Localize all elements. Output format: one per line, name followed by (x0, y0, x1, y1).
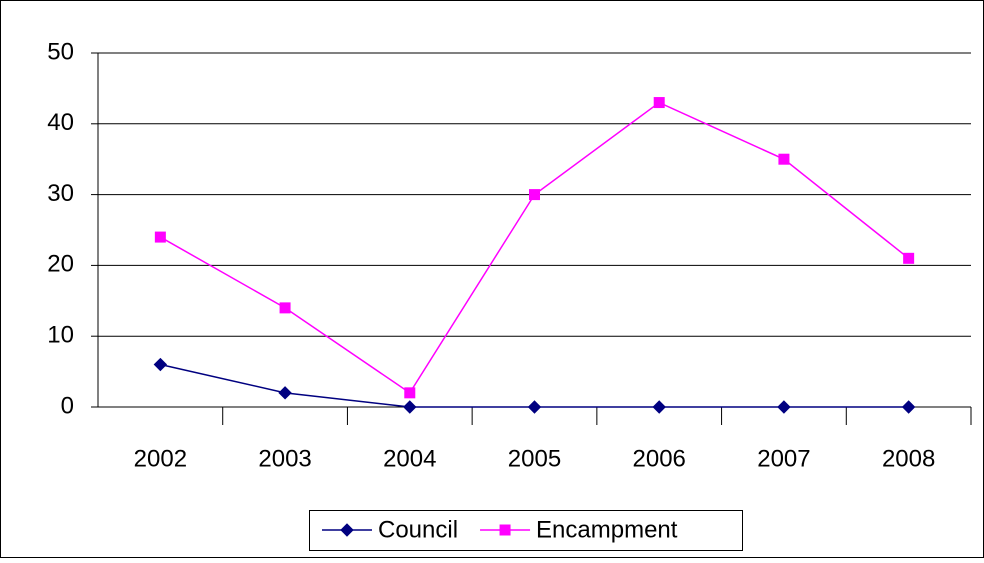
x-tick-label: 2006 (633, 445, 686, 472)
x-tick-label: 2007 (757, 445, 810, 472)
marker (777, 400, 791, 414)
y-tick-label: 40 (47, 109, 74, 136)
marker (778, 153, 790, 165)
marker (653, 97, 665, 109)
legend-label: Council (378, 516, 458, 543)
x-tick-label: 2004 (383, 445, 436, 472)
marker (278, 386, 292, 400)
x-tick-label: 2008 (882, 445, 935, 472)
marker (279, 302, 291, 314)
marker (527, 400, 542, 414)
marker (903, 252, 915, 264)
legend: Council Encampment (309, 510, 743, 551)
marker (403, 400, 417, 414)
y-tick-label: 10 (47, 322, 74, 349)
y-tick-label: 50 (47, 38, 74, 65)
x-tick-label: 2002 (134, 445, 187, 472)
marker (404, 387, 416, 399)
marker (529, 189, 540, 201)
legend-label: Encampment (536, 516, 678, 543)
marker (901, 400, 916, 414)
marker (652, 400, 666, 414)
marker (153, 357, 168, 372)
y-tick-label: 0 (61, 392, 74, 419)
marker (154, 231, 166, 243)
y-tick-label: 30 (47, 180, 74, 207)
y-tick-label: 20 (47, 251, 74, 278)
x-tick-label: 2003 (258, 445, 311, 472)
x-tick-label: 2005 (508, 445, 561, 472)
legend-marker (499, 524, 511, 536)
legend-marker (340, 523, 354, 537)
